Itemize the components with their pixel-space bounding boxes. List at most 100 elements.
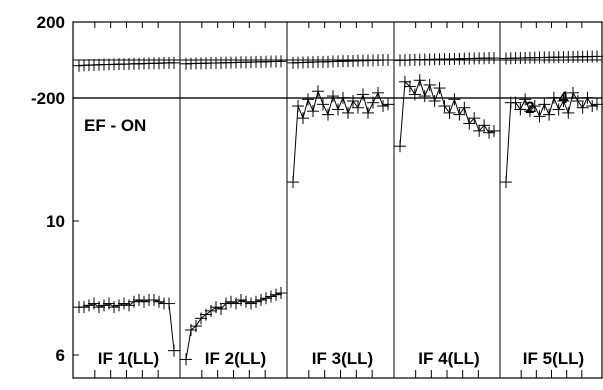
data-point [180, 353, 192, 366]
data-point [458, 101, 471, 114]
data-point [488, 124, 500, 137]
data-point [382, 54, 394, 66]
data-point [533, 110, 546, 123]
data-point [302, 93, 314, 106]
data-point [317, 98, 329, 111]
data-point [528, 100, 541, 113]
data-point [225, 295, 237, 308]
data-point [168, 56, 180, 69]
data-point [463, 117, 476, 130]
data-point [514, 103, 527, 116]
data-point [103, 297, 115, 310]
data-point [108, 301, 120, 314]
overlay-label: 4 [559, 88, 569, 107]
data-point [413, 74, 426, 87]
bottom-series-line [399, 78, 495, 147]
data-point [562, 106, 575, 119]
data-point [448, 93, 461, 106]
data-point [367, 96, 379, 109]
bottom-series-line [505, 91, 598, 183]
data-point [372, 86, 384, 99]
data-point [297, 112, 309, 125]
data-point [403, 80, 416, 93]
data-point [190, 320, 202, 333]
panel-label: IF 5(LL) [523, 349, 584, 368]
data-point [418, 90, 431, 103]
data-point [488, 52, 500, 65]
data-point [245, 297, 257, 310]
data-point [552, 103, 565, 116]
data-point [543, 108, 556, 121]
data-point [576, 101, 589, 114]
data-point [292, 100, 304, 113]
data-point [478, 119, 491, 132]
data-point [78, 301, 90, 314]
data-point [408, 88, 421, 101]
data-point [586, 100, 599, 113]
panel-label: IF 1(LL) [98, 349, 159, 368]
data-point [123, 299, 135, 312]
data-point [428, 95, 441, 108]
data-point [591, 50, 603, 63]
data-point [83, 299, 95, 312]
data-point [275, 55, 287, 68]
y-tick-label: 6 [56, 346, 65, 365]
data-point [352, 101, 364, 114]
data-point [342, 106, 354, 119]
data-point [438, 100, 451, 113]
data-point [453, 108, 466, 121]
data-point [443, 106, 456, 119]
y-tick-label: 200 [37, 13, 65, 32]
data-point [260, 292, 272, 305]
data-point [93, 301, 105, 314]
data-point [138, 295, 150, 308]
axes: 200 -200 10 6 [31, 13, 583, 378]
bottom-panel-series [73, 74, 603, 366]
data-point [571, 95, 584, 108]
panel-label: IF 4(LL) [418, 349, 479, 368]
data-point [423, 78, 436, 91]
data-point [168, 344, 180, 357]
panel-frames [72, 21, 603, 379]
data-point [377, 100, 389, 113]
bottom-panel-frame [72, 97, 603, 379]
labels: IF 1(LL) IF 2(LL) IF 3(LL) IF 4(LL) IF 5(LL)… [84, 88, 584, 368]
data-point [519, 93, 532, 106]
data-point [581, 91, 594, 104]
data-point [347, 95, 359, 108]
data-point [215, 303, 227, 316]
data-point [118, 297, 130, 310]
data-point [235, 293, 247, 306]
data-point [433, 82, 446, 95]
data-point [332, 103, 344, 116]
annotation: EF - ON [84, 116, 146, 135]
data-point [500, 176, 512, 189]
y-tick-label: -200 [31, 89, 65, 108]
data-point [275, 286, 287, 299]
data-point [357, 88, 369, 101]
data-point [312, 85, 324, 98]
overlay-label: 2 [525, 98, 534, 117]
data-point [153, 295, 165, 308]
panel-label: IF 3(LL) [312, 349, 373, 368]
data-point [270, 288, 282, 301]
data-point [473, 124, 486, 137]
data-point [591, 98, 603, 111]
data-point [98, 299, 110, 312]
data-point [538, 98, 551, 111]
data-point [265, 290, 277, 303]
data-point [255, 293, 267, 306]
data-point [230, 297, 242, 310]
bottom-series-line [292, 89, 389, 183]
data-point [327, 90, 339, 103]
panel-label: IF 2(LL) [205, 349, 266, 368]
data-point [362, 106, 374, 119]
data-point [523, 105, 536, 118]
data-point [483, 126, 496, 139]
data-point [148, 293, 160, 306]
data-point [382, 98, 394, 111]
data-point [394, 140, 406, 153]
data-point [337, 91, 349, 104]
data-point [287, 176, 299, 189]
